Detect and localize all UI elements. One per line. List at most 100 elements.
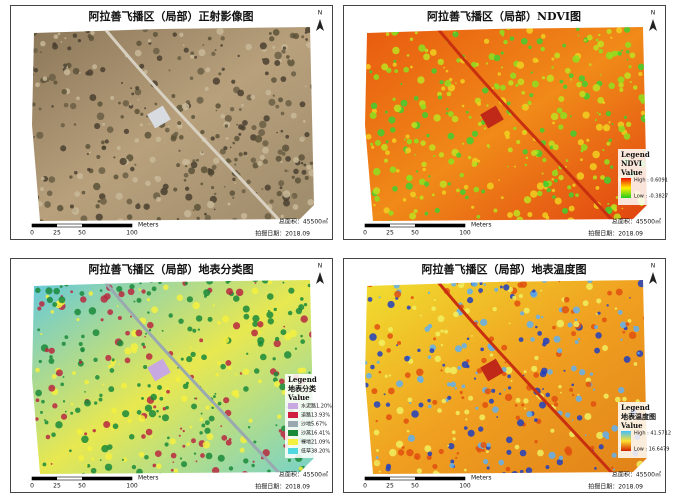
map-texture [63,68,71,76]
map-texture [388,374,392,377]
map-texture [278,180,285,187]
map-texture [221,435,228,441]
map-texture [432,463,438,470]
map-texture [275,424,278,427]
map-texture [217,401,222,406]
map-texture [447,395,452,400]
map-texture [498,179,500,181]
map-texture [449,462,455,469]
map-texture [176,217,180,221]
map-texture [396,169,400,173]
map-texture [207,200,215,209]
map-texture [400,99,408,107]
map-texture [108,364,112,369]
map-texture [463,184,469,190]
map-texture [473,377,477,380]
map-texture [532,289,536,293]
map-texture [488,53,496,61]
map-texture [523,370,527,374]
map-texture [521,90,526,95]
map-texture [60,123,65,128]
map-texture [307,199,314,206]
map-texture [580,144,588,151]
map-texture [449,366,458,375]
map-texture [385,414,392,421]
map-texture [127,288,135,296]
map-texture [282,281,285,284]
map-texture [200,453,205,458]
map-texture [629,296,631,299]
legend-ramp [621,178,631,198]
map-texture [110,362,115,367]
map-texture [62,400,66,403]
map-texture [377,129,385,137]
map-texture [419,195,424,200]
map-texture [441,86,446,91]
map-texture [182,383,189,390]
map-texture [139,123,143,127]
map-texture [525,467,533,474]
map-texture [625,121,632,128]
map-texture [238,108,242,111]
legend-layer: 地表分类 [288,384,317,393]
map-texture [576,27,580,31]
map-texture [479,116,482,119]
map-texture [622,396,627,402]
map-texture [137,98,140,101]
map-texture [512,295,517,300]
building [480,105,504,129]
map-texture [542,158,547,163]
map-texture [467,429,475,437]
map-texture [145,428,153,436]
map-texture [220,363,226,370]
map-texture [123,128,130,134]
map-texture [409,212,417,220]
map-texture [129,283,135,290]
map-texture [535,59,539,63]
map-texture [166,389,170,394]
map-texture [252,162,259,169]
map-texture [446,382,452,387]
map-texture [280,129,284,133]
map-texture [601,317,607,323]
map-texture [466,288,473,295]
map-texture [375,456,379,459]
legend-layer: 地表温度图 [621,412,656,421]
map-texture [86,464,91,468]
map-texture [285,134,290,139]
map-texture [413,208,418,214]
map-texture [276,190,282,197]
map-texture [146,297,151,302]
map-texture [479,281,483,286]
map-texture [95,204,100,209]
map-texture [302,120,306,123]
map-texture [80,347,85,352]
map-texture [546,187,552,193]
map-texture [608,121,611,124]
map-texture [108,386,115,393]
map-texture [619,321,627,329]
map-texture [504,361,507,364]
map-texture [434,207,440,214]
map-texture [138,451,145,458]
map-texture [521,106,523,109]
map-texture [536,38,543,45]
map-texture [560,391,562,394]
map-texture [378,370,382,374]
map-texture [291,192,298,199]
map-texture [200,412,203,415]
map-texture [192,328,197,333]
map-texture [537,449,544,457]
map-texture [450,381,456,388]
map-texture [535,314,541,320]
map-texture [220,425,223,428]
map-texture [556,319,565,328]
map-texture [56,204,64,212]
map-texture [438,152,445,158]
map-texture [290,71,297,77]
map-texture [519,469,524,474]
map-texture [174,131,179,136]
map-image [365,280,647,474]
legend-field: Value [620,168,643,177]
